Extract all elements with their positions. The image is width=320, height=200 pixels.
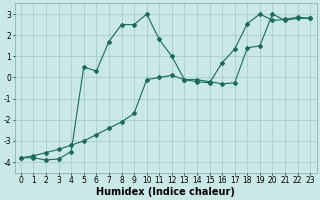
X-axis label: Humidex (Indice chaleur): Humidex (Indice chaleur) xyxy=(96,187,235,197)
